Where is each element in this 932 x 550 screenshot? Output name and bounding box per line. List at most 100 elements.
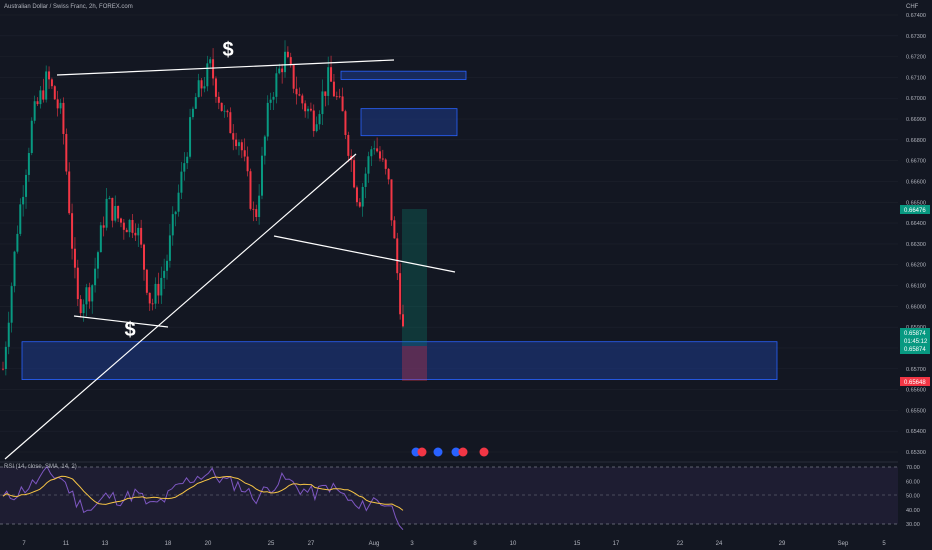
candle-body bbox=[108, 197, 111, 199]
candle-body bbox=[249, 171, 252, 209]
candle-body bbox=[56, 99, 59, 109]
supply-zone-lower[interactable] bbox=[360, 108, 458, 137]
candle-body bbox=[73, 248, 76, 268]
rsi-tick-label: 70.00 bbox=[906, 465, 920, 471]
price-tick-label: 0.66000 bbox=[906, 304, 926, 310]
events-row[interactable] bbox=[411, 447, 489, 457]
candle-body bbox=[367, 156, 370, 174]
rsi-tick-label: 30.00 bbox=[906, 522, 920, 528]
stop-loss-area[interactable] bbox=[402, 346, 427, 381]
take-profit-area[interactable] bbox=[402, 209, 427, 346]
candle-body bbox=[33, 101, 36, 121]
candle-body bbox=[99, 225, 102, 253]
time-tick-label: 3 bbox=[410, 541, 414, 547]
candle-body bbox=[396, 238, 399, 274]
supply-zone-upper[interactable] bbox=[340, 70, 467, 80]
support-trendline[interactable] bbox=[4, 153, 357, 460]
candle-body bbox=[119, 218, 122, 223]
time-tick-label: 5 bbox=[882, 541, 886, 547]
candle-body bbox=[140, 227, 143, 245]
time-tick-label: 18 bbox=[165, 541, 172, 547]
candle-body bbox=[281, 68, 284, 73]
candle-body bbox=[88, 287, 91, 302]
low-trendline-left[interactable] bbox=[73, 315, 169, 328]
sl-price-tag bbox=[900, 377, 930, 386]
candle-body bbox=[186, 156, 189, 164]
event-flag-icon[interactable] bbox=[479, 447, 489, 457]
candle-body bbox=[189, 117, 192, 157]
candle-body bbox=[307, 108, 310, 112]
event-flag-icon[interactable] bbox=[433, 447, 443, 457]
candle-body bbox=[344, 111, 347, 135]
long-position-tool[interactable] bbox=[402, 209, 427, 381]
candle-body bbox=[134, 232, 137, 236]
candle-body bbox=[338, 96, 341, 98]
candle-body bbox=[191, 108, 194, 118]
candle-body bbox=[96, 252, 99, 269]
time-tick-label: 20 bbox=[205, 541, 212, 547]
price-tick-label: 0.66200 bbox=[906, 263, 926, 269]
event-flag-icon[interactable] bbox=[458, 447, 468, 457]
last-price-tag bbox=[900, 328, 930, 354]
candle-body bbox=[263, 136, 266, 156]
demand-zone[interactable] bbox=[21, 341, 778, 380]
candle-body bbox=[358, 202, 361, 207]
event-flag-icon[interactable] bbox=[451, 447, 461, 457]
price-tick-label: 0.65400 bbox=[906, 429, 926, 435]
time-tick-label: 17 bbox=[613, 541, 620, 547]
candle-body bbox=[384, 159, 387, 169]
rsi-band bbox=[0, 467, 898, 524]
low-trendline-right[interactable] bbox=[273, 235, 456, 273]
last-price-label-2: 0.65874 bbox=[904, 347, 926, 353]
candle-body bbox=[284, 51, 287, 73]
candle-body bbox=[168, 235, 171, 261]
candle-body bbox=[145, 269, 148, 293]
candle-body bbox=[94, 268, 97, 286]
candle-body bbox=[65, 133, 68, 172]
candle-body bbox=[160, 277, 163, 296]
candle-body bbox=[62, 102, 65, 134]
candle-body bbox=[48, 71, 51, 80]
price-tick-label: 0.66300 bbox=[906, 242, 926, 248]
candle-body bbox=[353, 160, 356, 188]
candle-body bbox=[212, 59, 215, 79]
candles bbox=[2, 40, 404, 376]
candle-body bbox=[71, 213, 74, 249]
candle-body bbox=[154, 283, 157, 304]
candle-body bbox=[27, 153, 30, 175]
event-flag-icon[interactable] bbox=[417, 447, 427, 457]
candle-body bbox=[226, 110, 229, 113]
candle-body bbox=[143, 244, 146, 270]
rsi-axis[interactable]: 70.00 60.00 50.00 40.00 30.00 bbox=[906, 465, 920, 528]
candle-body bbox=[309, 108, 312, 111]
time-tick-label: Aug bbox=[369, 541, 380, 547]
candle-body bbox=[114, 206, 117, 221]
candle-body bbox=[232, 133, 235, 140]
candle-body bbox=[393, 220, 396, 239]
resistance-trendline[interactable] bbox=[56, 59, 395, 76]
candle-body bbox=[13, 251, 16, 287]
candle-body bbox=[332, 81, 335, 97]
candle-body bbox=[399, 273, 402, 315]
candle-body bbox=[378, 151, 381, 159]
candle-body bbox=[235, 139, 238, 147]
price-tick-label: 0.66900 bbox=[906, 117, 926, 123]
candle-body bbox=[246, 156, 249, 172]
candle-body bbox=[341, 96, 344, 112]
currency-label: CHF bbox=[906, 4, 919, 10]
candle-body bbox=[298, 94, 301, 96]
candle-body bbox=[229, 112, 232, 134]
candle-body bbox=[79, 299, 82, 314]
time-tick-label: 15 bbox=[574, 541, 581, 547]
candle-body bbox=[171, 214, 174, 236]
price-tick-label: 0.66700 bbox=[906, 159, 926, 165]
time-tick-label: 29 bbox=[779, 541, 786, 547]
time-axis[interactable]: 7 11 13 18 20 25 27 Aug 3 8 10 15 17 22 24 29 Sep 5 bbox=[22, 541, 886, 547]
price-tick-label: 0.66500 bbox=[906, 200, 926, 206]
trendlines[interactable] bbox=[4, 59, 456, 460]
price-tick-label: 0.65300 bbox=[906, 450, 926, 456]
dollar-sign-top: $ bbox=[222, 39, 233, 61]
candle-body bbox=[59, 102, 62, 109]
candle-body bbox=[183, 163, 186, 172]
